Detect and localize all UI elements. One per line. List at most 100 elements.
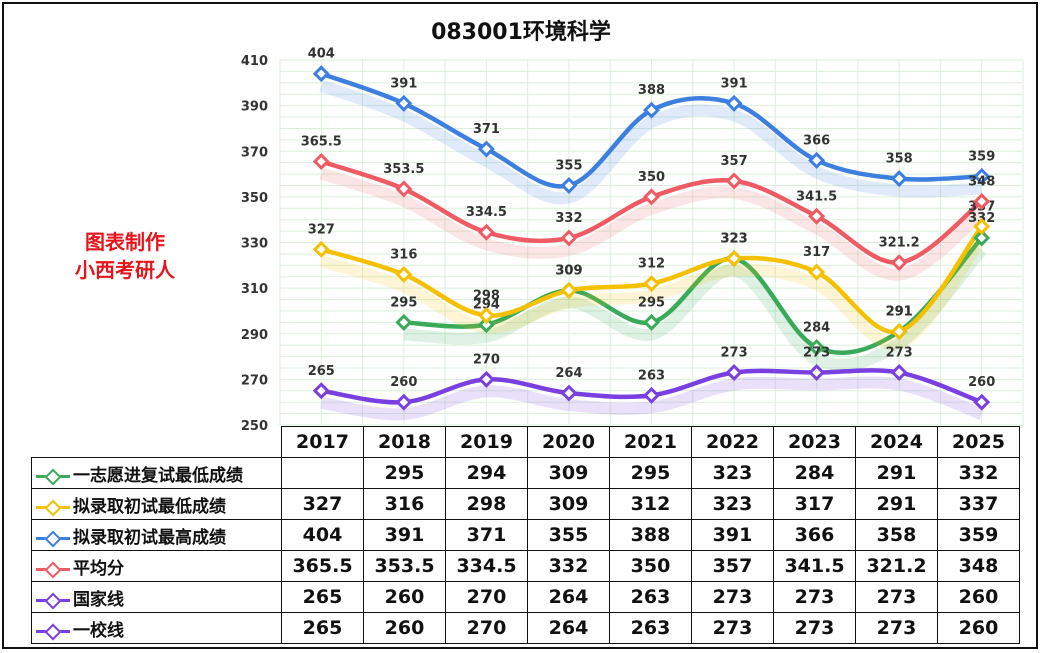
table-cell: 260 — [937, 612, 1020, 644]
data-label: 327 — [308, 222, 335, 237]
table-cell: 391 — [691, 519, 774, 551]
legend-swatch — [36, 531, 70, 545]
data-point-marker — [560, 176, 578, 194]
table-cell: 353.5 — [363, 550, 446, 582]
series-shadow — [319, 234, 987, 351]
data-label: 404 — [308, 47, 335, 62]
table-cell: 263 — [609, 581, 692, 613]
table-row: 一志愿进复试最低成绩 295 294 309 295 323 284 291 332 — [31, 457, 1020, 489]
table-cell: 270 — [445, 612, 528, 644]
data-label: 260 — [390, 375, 417, 390]
legend-swatch — [36, 500, 70, 514]
table-cell: 358 — [855, 519, 938, 551]
table-row: 一校线 265 260 270 264 263 273 273 273 260 — [31, 612, 1020, 644]
data-label: 295 — [390, 295, 417, 310]
data-label: 291 — [886, 304, 913, 319]
table-cell: 323 — [691, 457, 774, 489]
data-label: 359 — [968, 149, 995, 164]
table-cell: 323 — [691, 488, 774, 520]
year-header: 2023 — [773, 426, 856, 458]
year-header: 2025 — [937, 426, 1020, 458]
table-cell: 316 — [363, 488, 446, 520]
table-cell: 309 — [527, 457, 610, 489]
data-point-marker — [643, 386, 660, 404]
table-cell: 357 — [691, 550, 774, 582]
table-cell: 294 — [445, 457, 528, 489]
data-label: 270 — [473, 352, 500, 367]
table-cell: 273 — [773, 612, 856, 644]
data-label: 317 — [803, 245, 830, 260]
data-point-marker — [395, 94, 413, 112]
data-point-marker — [973, 218, 991, 236]
year-header: 2021 — [609, 426, 692, 458]
data-point-marker — [312, 240, 330, 258]
data-point-marker — [890, 364, 908, 382]
data-point-marker — [890, 254, 908, 272]
data-point-marker — [560, 384, 578, 402]
data-point-marker — [643, 188, 660, 206]
table-cell: 273 — [691, 581, 774, 613]
table-header-row: 2017 2018 2019 2020 2021 2022 2023 2024 2025 — [31, 426, 1020, 458]
data-point-marker — [725, 249, 743, 267]
legend-swatch — [36, 469, 70, 483]
data-point-marker — [725, 172, 743, 190]
year-header: 2019 — [445, 426, 528, 458]
data-label: 353.5 — [383, 162, 424, 177]
data-label: 321.2 — [879, 236, 920, 251]
table-cell: 355 — [527, 519, 610, 551]
legend-swatch — [36, 624, 70, 638]
data-point-marker — [477, 140, 495, 158]
table-cell — [281, 457, 364, 489]
y-tick-label: 310 — [241, 282, 268, 297]
data-label: 357 — [720, 154, 747, 169]
data-label: 291 — [886, 304, 913, 319]
data-label: 294 — [473, 298, 500, 313]
data-point-marker — [643, 313, 660, 331]
data-point-marker — [890, 322, 908, 340]
data-point-marker — [725, 94, 743, 112]
year-header: 2024 — [855, 426, 938, 458]
chart-title: 083001环境科学 — [431, 20, 611, 45]
data-point-marker — [477, 370, 495, 388]
table-cell: 295 — [363, 457, 446, 489]
credit-line-1: 图表制作 — [85, 230, 165, 254]
data-label: 350 — [638, 170, 665, 185]
table-cell: 265 — [281, 581, 364, 613]
table-cell: 295 — [609, 457, 692, 489]
table-cell: 350 — [609, 550, 692, 582]
data-point-marker — [808, 207, 826, 225]
table-cell: 348 — [937, 550, 1020, 582]
table-cell: 332 — [937, 457, 1020, 489]
data-table: 2017 2018 2019 2020 2021 2022 2023 2024 2025 一志愿进… — [31, 426, 1020, 644]
year-header: 2022 — [691, 426, 774, 458]
data-label: 371 — [473, 122, 500, 137]
data-point-marker — [395, 180, 413, 198]
data-label: 264 — [555, 366, 582, 381]
table-cell: 264 — [527, 581, 610, 613]
data-label: 284 — [803, 320, 830, 335]
table-cell: 263 — [609, 612, 692, 644]
series-shadow — [319, 80, 982, 205]
table-cell: 365.5 — [281, 550, 364, 582]
data-point-marker — [560, 281, 578, 299]
credit-line-2: 小西考研人 — [75, 258, 175, 282]
data-label: 316 — [390, 247, 417, 262]
table-cell: 270 — [445, 581, 528, 613]
data-point-marker — [395, 313, 413, 331]
table-cell: 371 — [445, 519, 528, 551]
data-label: 265 — [308, 364, 335, 379]
author-credit: 图表制作 小西考研人 — [40, 228, 210, 284]
table-cell: 321.2 — [855, 550, 938, 582]
table-cell: 291 — [855, 457, 938, 489]
data-point-marker — [808, 263, 826, 281]
data-point-marker — [395, 393, 413, 411]
table-cell: 341.5 — [773, 550, 856, 582]
data-label: 366 — [803, 133, 830, 148]
data-label: 323 — [720, 231, 747, 246]
series-name: 拟录取初试最高成绩 — [31, 519, 282, 551]
data-label: 341.5 — [796, 189, 837, 204]
table-cell: 334.5 — [445, 550, 528, 582]
data-point-marker — [312, 382, 330, 400]
y-tick-label: 350 — [241, 191, 268, 206]
